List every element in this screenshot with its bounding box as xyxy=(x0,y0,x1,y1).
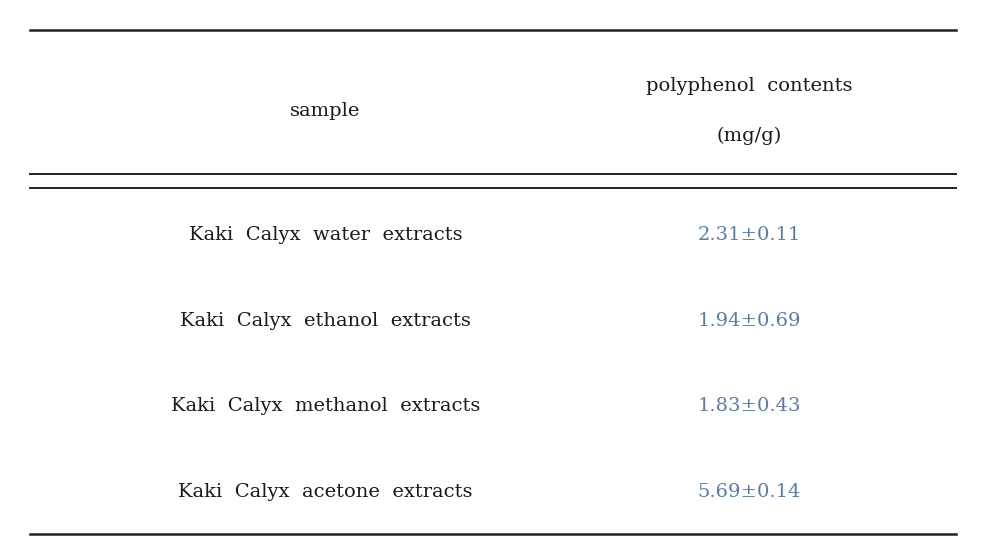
Text: 1.94±0.69: 1.94±0.69 xyxy=(698,312,801,330)
Text: (mg/g): (mg/g) xyxy=(717,126,782,145)
Text: 2.31±0.11: 2.31±0.11 xyxy=(698,226,801,244)
Text: 1.83±0.43: 1.83±0.43 xyxy=(698,398,801,415)
Text: Kaki  Calyx  methanol  extracts: Kaki Calyx methanol extracts xyxy=(171,398,480,415)
Text: Kaki  Calyx  ethanol  extracts: Kaki Calyx ethanol extracts xyxy=(179,312,471,330)
Text: polyphenol  contents: polyphenol contents xyxy=(646,77,853,95)
Text: sample: sample xyxy=(290,102,361,119)
Text: Kaki  Calyx  acetone  extracts: Kaki Calyx acetone extracts xyxy=(178,483,472,501)
Text: 5.69±0.14: 5.69±0.14 xyxy=(698,483,801,501)
Text: Kaki  Calyx  water  extracts: Kaki Calyx water extracts xyxy=(188,226,462,244)
